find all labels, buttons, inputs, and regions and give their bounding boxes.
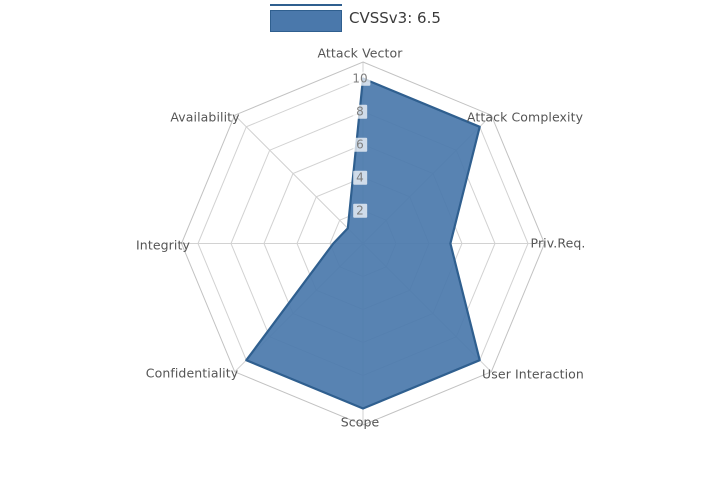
- axis-label-availability: Availability: [170, 109, 240, 125]
- axis-label-confidentiality: Confidentiality: [145, 365, 239, 381]
- legend-label: CVSSv3: 6.5: [349, 9, 441, 27]
- radial-tick-label-4: 4: [353, 170, 367, 185]
- data-polygon-cvssv3-6-5: [245, 77, 481, 410]
- legend-handle: [270, 4, 342, 32]
- axis-label-user-interaction: User Interaction: [482, 366, 584, 382]
- radial-tick-label-8: 8: [353, 104, 367, 119]
- axis-label-attack-complexity: Attack Complexity: [466, 109, 584, 125]
- radial-tick-label-6: 6: [353, 137, 367, 152]
- axis-label-priv-req: Priv.Req.: [530, 235, 586, 251]
- legend-color-swatch: [270, 10, 342, 32]
- axis-label-integrity: Integrity: [136, 237, 190, 253]
- legend-line-swatch: [270, 4, 342, 6]
- axis-label-attack-vector: Attack Vector: [317, 45, 403, 61]
- radial-tick-label-2: 2: [353, 203, 367, 218]
- outer-frame: [180, 61, 546, 426]
- grid-spoke-availability: [234, 114, 364, 244]
- radial-tick-label-10: 10: [349, 71, 371, 86]
- legend: CVSSv3: 6.5: [270, 4, 441, 32]
- axis-label-scope: Scope: [340, 414, 380, 430]
